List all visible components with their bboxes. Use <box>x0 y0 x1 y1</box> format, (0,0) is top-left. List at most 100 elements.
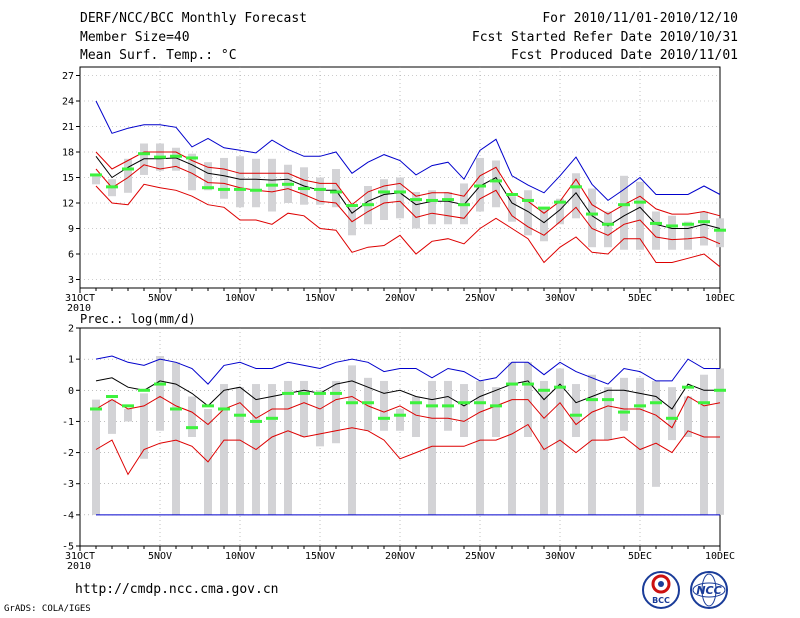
precip-observed-marker <box>250 419 262 423</box>
temp-observed-marker <box>602 222 614 226</box>
precip-observed-marker <box>346 401 358 405</box>
precip-observed-marker <box>698 401 710 405</box>
bcc-logo-icon: BCC <box>642 571 680 609</box>
temp-ytick-label: 9 <box>68 224 74 235</box>
bcc-logo: BCC <box>641 570 681 610</box>
temp-observed-marker <box>106 185 118 189</box>
temp-ytick-label: 21 <box>62 122 74 133</box>
ncc-logo: NCC <box>688 570 728 610</box>
precip-observed-marker <box>298 391 310 395</box>
temp-spread-box <box>428 190 436 225</box>
temp-observed-marker <box>346 204 358 208</box>
temp-observed-marker <box>234 187 246 191</box>
temp-xtick-label: 10DEC <box>705 293 735 304</box>
precip-observed-marker <box>506 382 518 386</box>
footer-url[interactable]: http://cmdp.ncc.cma.gov.cn <box>75 582 279 597</box>
precip-spread-box <box>684 396 692 437</box>
precip-spread-box <box>332 380 340 444</box>
temp-observed-marker <box>314 187 326 191</box>
precip-observed-marker <box>618 410 630 414</box>
precip-spread-box <box>620 377 628 431</box>
precip-xtick-label: 25NOV <box>465 551 495 562</box>
temp-ytick-label: 15 <box>62 173 74 184</box>
temp-observed-marker <box>202 186 214 190</box>
temp-observed-marker <box>362 203 374 207</box>
precip-observed-marker <box>154 382 166 386</box>
variable-label: Mean Surf. Temp.: °C <box>80 48 237 63</box>
precip-spread-box <box>588 374 596 515</box>
temp-observed-marker <box>666 224 678 228</box>
precip-ytick-label: -4 <box>62 510 74 521</box>
precip-xtick-year: 2010 <box>67 561 91 572</box>
ncc-logo-text: NCC <box>696 584 721 597</box>
temp-spread-box <box>508 196 516 222</box>
precip-observed-marker <box>490 404 502 408</box>
temp-observed-marker <box>538 206 550 210</box>
precip-spread-box <box>124 408 132 422</box>
precip-observed-marker <box>330 391 342 395</box>
temp-p10-line <box>95 164 721 245</box>
temp-spread-box <box>540 207 548 242</box>
temp-p90-line <box>95 151 721 217</box>
temp-observed-marker <box>250 188 262 192</box>
precip-observed-marker <box>218 407 230 411</box>
temp-observed-marker <box>634 200 646 204</box>
temp-observed-marker <box>570 185 582 189</box>
precip-observed-marker <box>586 398 598 402</box>
temp-xtick-label: 10NOV <box>225 293 255 304</box>
temp-xtick-label: 5DEC <box>628 293 652 304</box>
precip-ytick-label: 1 <box>68 355 74 366</box>
temp-observed-marker <box>618 203 630 207</box>
temp-observed-marker <box>426 198 438 202</box>
temp-observed-marker <box>474 184 486 188</box>
precip-spread-box <box>492 387 500 437</box>
precip-observed-marker <box>474 401 486 405</box>
precip-observed-marker <box>394 413 406 417</box>
precip-observed-marker <box>282 391 294 395</box>
precip-spread-box <box>380 380 388 431</box>
precip-ytick-label: 2 <box>68 324 74 335</box>
precip-spread-box <box>92 399 100 515</box>
temp-spread-box <box>444 191 452 225</box>
temp-xtick-label: 15NOV <box>305 293 335 304</box>
temp-ytick-label: 6 <box>68 250 74 261</box>
temp-spread-box <box>716 218 724 248</box>
precip-spread-box <box>108 399 116 434</box>
temp-observed-marker <box>298 187 310 191</box>
temp-observed-marker <box>506 193 518 196</box>
precip-spread-box <box>604 387 612 441</box>
precip-spread-box <box>716 368 724 515</box>
temp-observed-marker <box>682 222 694 226</box>
temp-observed-marker <box>90 173 102 177</box>
temp-observed-marker <box>650 221 662 225</box>
precip-panel-title: Prec.: log(mm/d) <box>80 312 196 326</box>
precip-observed-marker <box>458 401 470 405</box>
precip-observed-marker <box>538 388 550 392</box>
precip-ytick-label: 0 <box>68 386 74 397</box>
precip-observed-marker <box>266 416 278 420</box>
temp-spread-box <box>700 211 708 246</box>
temp-observed-marker <box>330 190 342 194</box>
temp-ytick-label: 24 <box>62 97 74 108</box>
temp-observed-marker <box>458 203 470 207</box>
temp-observed-marker <box>714 228 726 232</box>
temp-xtick-label: 30NOV <box>545 293 575 304</box>
precip-spread-box <box>636 377 644 515</box>
temp-observed-marker <box>282 182 294 186</box>
member-size: Member Size=40 <box>80 30 190 45</box>
precip-spread-box <box>476 380 484 515</box>
temp-ytick-label: 27 <box>62 71 74 82</box>
precip-spread-box <box>668 387 676 441</box>
temp-observed-marker <box>490 179 502 183</box>
precip-xtick-label: 5NOV <box>148 551 172 562</box>
forecast-started-date: Fcst Started Refer Date 2010/10/31 <box>471 30 738 45</box>
temp-spread-box <box>492 160 500 208</box>
temp-spread-box <box>556 198 564 225</box>
precip-observed-marker <box>122 404 134 408</box>
precip-observed-marker <box>602 398 614 402</box>
temp-min-line <box>95 183 721 268</box>
precip-spread-box <box>508 362 516 515</box>
precip-observed-marker <box>90 407 102 411</box>
temp-spread-box <box>236 156 244 208</box>
precip-observed-marker <box>522 382 534 386</box>
